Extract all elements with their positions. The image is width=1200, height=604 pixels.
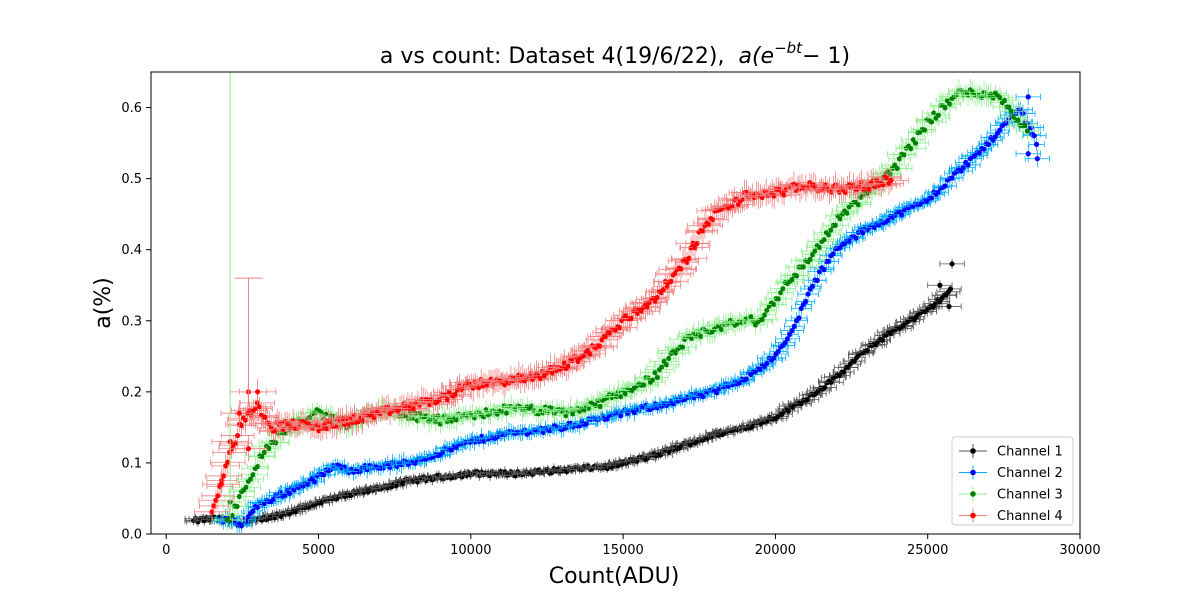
data-point	[250, 472, 255, 477]
data-point	[785, 336, 790, 341]
data-point	[529, 404, 534, 409]
data-point	[796, 315, 801, 320]
data-point	[655, 375, 660, 380]
data-point	[1035, 156, 1040, 161]
data-point	[700, 394, 705, 399]
data-point	[817, 245, 822, 250]
data-point	[618, 413, 623, 418]
data-point	[943, 183, 948, 188]
data-point	[822, 237, 827, 242]
data-point	[780, 286, 785, 291]
data-point	[854, 235, 859, 240]
data-point	[764, 361, 769, 366]
data-point	[860, 230, 865, 235]
data-point	[936, 190, 941, 195]
data-point	[937, 283, 942, 288]
data-point	[949, 261, 954, 266]
data-point	[273, 440, 278, 445]
data-point	[255, 505, 260, 510]
data-point	[618, 394, 623, 399]
data-point	[801, 264, 806, 269]
data-point	[965, 162, 970, 167]
data-point	[776, 296, 781, 301]
data-point	[641, 382, 646, 387]
data-point	[244, 519, 249, 524]
data-point	[812, 248, 817, 253]
data-point	[981, 147, 986, 152]
data-point	[808, 257, 813, 262]
data-point	[929, 195, 934, 200]
data-point	[266, 446, 271, 451]
data-point	[255, 464, 260, 469]
data-point	[949, 175, 954, 180]
data-point	[237, 494, 242, 499]
data-point	[792, 324, 797, 329]
data-point	[815, 278, 820, 283]
data-point	[623, 391, 628, 396]
data-point	[806, 291, 811, 296]
data-point	[698, 334, 703, 339]
data-point	[650, 377, 655, 382]
data-point	[1034, 142, 1039, 147]
data-point	[771, 302, 776, 307]
data-point	[680, 345, 685, 350]
data-point	[664, 362, 669, 367]
data-point	[744, 376, 749, 381]
data-point	[758, 367, 763, 372]
data-point	[946, 304, 951, 309]
chart-title-text: a vs count: Dataset 4(19/6/22),	[380, 44, 725, 69]
data-point	[541, 410, 546, 415]
data-point	[760, 317, 765, 322]
data-point	[262, 450, 267, 455]
data-point	[388, 465, 393, 470]
data-point	[652, 370, 657, 375]
data-point	[838, 216, 843, 221]
data-point	[899, 212, 904, 217]
data-point	[961, 165, 966, 170]
data-point	[826, 259, 831, 264]
data-point	[666, 356, 671, 361]
data-point	[239, 523, 244, 528]
data-point	[828, 227, 833, 232]
data-point	[997, 127, 1002, 132]
data-point	[234, 504, 239, 509]
data-point	[244, 485, 249, 490]
data-point	[844, 210, 849, 215]
data-point	[719, 327, 724, 332]
data-point	[822, 267, 827, 272]
data-point	[287, 491, 292, 496]
data-point	[810, 284, 815, 289]
title-formula-base: a(e	[738, 44, 774, 69]
data-point	[833, 223, 838, 228]
data-point	[794, 273, 799, 278]
data-point	[762, 312, 767, 317]
data-point	[250, 508, 255, 513]
data-point	[1026, 94, 1031, 99]
data-point	[986, 142, 991, 147]
data-point	[826, 232, 831, 237]
data-point	[1032, 133, 1037, 138]
data-point	[856, 202, 861, 207]
data-point	[598, 404, 603, 409]
title-formula-tail: − 1)	[802, 44, 850, 69]
data-point	[312, 479, 317, 484]
data-point	[776, 349, 781, 354]
data-point	[454, 417, 459, 422]
data-point	[1026, 151, 1031, 156]
data-point	[593, 403, 598, 408]
data-point	[504, 410, 509, 415]
data-point	[803, 299, 808, 304]
data-point	[831, 251, 836, 256]
data-point	[321, 472, 326, 477]
title-formula-exponent: −bt	[774, 39, 803, 57]
